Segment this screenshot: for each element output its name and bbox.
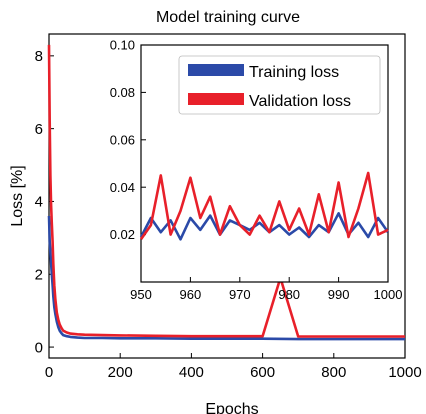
legend: Training loss Validation loss	[178, 55, 381, 115]
main-series-training-line	[47, 215, 405, 341]
legend-swatch-training	[188, 64, 244, 76]
inset-xtick-label: 950	[130, 287, 152, 302]
main-xtick-label: 400	[179, 364, 204, 381]
main-ytick-label: 0	[35, 339, 43, 356]
main-series-validation-line	[47, 44, 405, 338]
inset-ytick-label: 0.10	[110, 38, 135, 53]
main-series-lines	[47, 44, 405, 341]
inset-xtick-label: 1000	[374, 287, 403, 302]
inset-ytick-label: 0.06	[110, 132, 135, 147]
y-axis-label: Loss [%]	[9, 165, 26, 226]
main-ytick-label: 6	[35, 121, 43, 138]
main-xtick-label: 600	[250, 364, 275, 381]
inset-ytick-label: 0.02	[110, 227, 135, 242]
inset-ytick-label: 0.04	[110, 180, 135, 195]
legend-label-validation: Validation loss	[249, 93, 351, 110]
main-axis-ticks: 0 200 400 600 800 1000 0 2 4 6 8	[35, 48, 422, 381]
main-xtick-label: 200	[108, 364, 133, 381]
main-ytick-label: 8	[35, 48, 43, 65]
inset-xtick-label: 990	[328, 287, 350, 302]
inset-xtick-label: 980	[278, 287, 300, 302]
inset-series-lines	[139, 171, 390, 241]
main-xtick-label: 1000	[388, 364, 421, 381]
chart-title: Model training curve	[156, 9, 300, 26]
main-plot-frame	[48, 33, 406, 359]
legend-swatch-validation	[188, 93, 244, 105]
inset-axis-ticks: 950 960 970 980 990 1000 0.02 0.04 0.06 0.08 0.10	[110, 38, 403, 302]
legend-label-training: Training loss	[249, 64, 339, 81]
x-axis-label: Epochs	[205, 401, 258, 414]
inset-xtick-label: 960	[180, 287, 202, 302]
inset-series-validation-line	[139, 171, 389, 241]
main-xtick-label: 0	[45, 364, 53, 381]
inset-xtick-label: 970	[229, 287, 251, 302]
main-xtick-label: 800	[321, 364, 346, 381]
inset-ytick-label: 0.08	[110, 85, 135, 100]
main-ytick-label: 4	[35, 194, 43, 211]
main-ytick-label: 2	[35, 267, 43, 284]
